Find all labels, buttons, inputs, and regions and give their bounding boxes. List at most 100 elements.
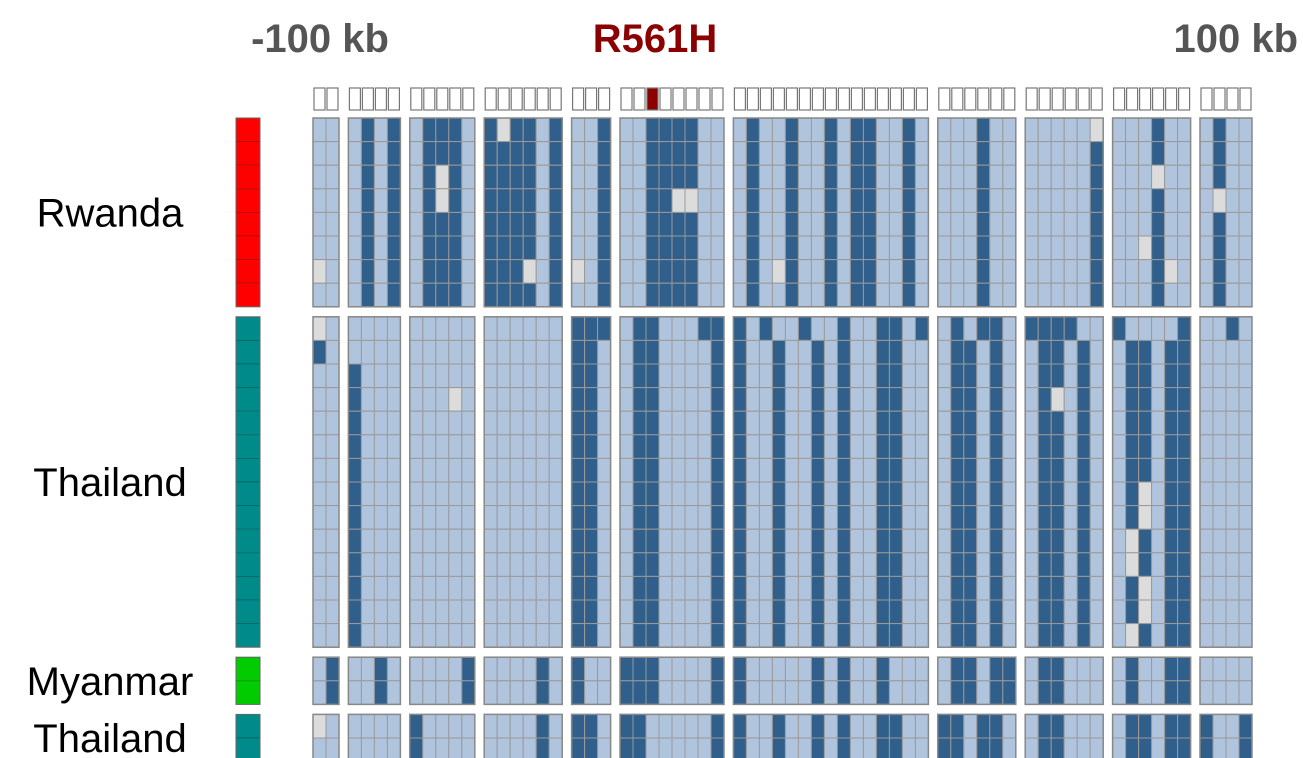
genotype-cell — [697, 481, 712, 507]
genotype-cell — [1212, 434, 1227, 459]
genotype-cell — [386, 410, 401, 436]
genotype-cell — [535, 211, 550, 237]
header-cell — [964, 87, 977, 111]
genotype-cell — [448, 481, 463, 507]
genotype-cell — [435, 481, 450, 507]
genotype-cell — [658, 410, 673, 436]
genotype-cell — [571, 505, 586, 530]
genotype-cell — [875, 457, 890, 483]
genotype-cell — [710, 363, 725, 389]
header-cell — [685, 87, 698, 111]
genotype-cell — [671, 434, 686, 459]
genotype-cell — [1125, 339, 1140, 365]
genotype-cell — [535, 410, 550, 436]
genotype-cell — [1177, 259, 1192, 284]
genotype-cell — [745, 457, 760, 483]
genotype-cell — [1199, 434, 1214, 459]
genotype-cell — [1177, 211, 1192, 237]
genotype-cell — [1002, 410, 1017, 436]
genotype-cell — [914, 713, 929, 739]
genotype-cell — [710, 339, 725, 365]
genotype-cell — [325, 737, 340, 758]
genotype-cell — [849, 211, 864, 237]
genotype-cell — [810, 552, 825, 577]
block-outline — [619, 316, 725, 648]
genotype-cell — [1002, 117, 1017, 143]
genotype-cell — [496, 316, 511, 341]
header-cell — [374, 87, 387, 111]
genotype-cell — [771, 316, 786, 341]
genotype-cell — [312, 282, 327, 308]
genotype-cell — [1002, 623, 1017, 648]
genotype-cell — [435, 259, 450, 284]
genotype-cell — [1076, 188, 1091, 213]
genotype-cell — [732, 282, 747, 308]
genotype-cell — [901, 211, 916, 237]
genotype-cell — [784, 211, 799, 237]
genotype-cell — [1212, 316, 1227, 341]
genotype-cell — [645, 188, 660, 213]
genotype-cell — [619, 552, 634, 577]
genotype-cell — [937, 656, 952, 682]
genotype-cell — [312, 316, 327, 341]
genotype-cell — [1177, 599, 1192, 625]
genotype-cell — [461, 457, 476, 483]
genotype-cell — [325, 387, 340, 412]
genotype-cell — [1050, 623, 1065, 648]
genotype-cell — [386, 552, 401, 577]
genotype-cell — [684, 141, 699, 166]
genotype-cell — [461, 188, 476, 213]
genotype-cell — [409, 575, 424, 601]
genotype-cell — [1037, 680, 1052, 705]
genotype-cell — [823, 680, 838, 705]
genotype-cell — [1199, 505, 1214, 530]
genotype-cell — [1089, 282, 1104, 308]
genotype-cell — [483, 656, 498, 682]
genotype-cell — [836, 282, 851, 308]
genotype-cell — [535, 457, 550, 483]
genotype-cell — [758, 656, 773, 682]
genotype-cell — [548, 505, 563, 530]
genotype-cell — [849, 623, 864, 648]
genotype-cell — [849, 656, 864, 682]
genotype-cell — [645, 434, 660, 459]
genotype-cell — [671, 164, 686, 190]
genotype-cell — [1199, 528, 1214, 554]
genotype-cell — [597, 339, 612, 365]
genotype-cell — [632, 680, 647, 705]
genotype-cell — [1024, 339, 1039, 365]
genotype-cell — [409, 259, 424, 284]
header-cell — [811, 87, 825, 111]
genotype-cell — [386, 363, 401, 389]
genotype-cell — [535, 141, 550, 166]
genotype-cell — [435, 656, 450, 682]
genotype-cell — [1002, 599, 1017, 625]
genotype-cell — [810, 339, 825, 365]
genotype-cell — [448, 410, 463, 436]
genotype-cell — [645, 623, 660, 648]
genotype-cell — [632, 434, 647, 459]
genotype-cell — [1164, 387, 1179, 412]
genotype-cell — [888, 434, 903, 459]
genotype-cell — [619, 505, 634, 530]
genotype-cell — [1037, 457, 1052, 483]
genotype-cell — [584, 141, 599, 166]
genotype-cell — [963, 481, 978, 507]
genotype-cell — [1089, 656, 1104, 682]
block-outline — [619, 713, 725, 758]
genotype-cell — [312, 141, 327, 166]
genotype-cell — [1164, 528, 1179, 554]
genotype-cell — [1177, 481, 1192, 507]
genotype-cell — [1138, 235, 1153, 261]
genotype-cell — [658, 141, 673, 166]
genotype-cell — [671, 575, 686, 601]
genotype-cell — [325, 505, 340, 530]
genotype-cell — [989, 599, 1004, 625]
genotype-cell — [1225, 316, 1240, 341]
genotype-cell — [1076, 656, 1091, 682]
genotype-cell — [597, 552, 612, 577]
genotype-cell — [836, 164, 851, 190]
genotype-cell — [710, 141, 725, 166]
genotype-cell — [619, 481, 634, 507]
header-cell — [1025, 87, 1038, 111]
